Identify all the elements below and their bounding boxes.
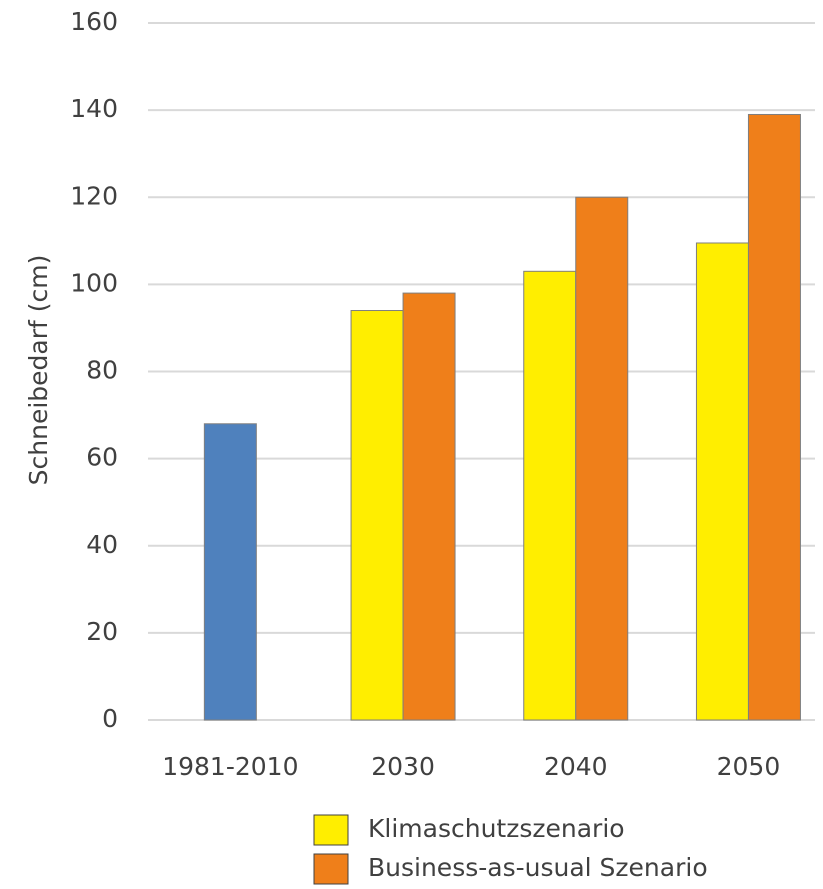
x-tick-label: 2040 [544,752,608,781]
y-tick-label: 100 [70,268,118,297]
y-tick-label: 20 [86,617,118,646]
y-tick-label: 40 [86,530,118,559]
x-tick-label: 2030 [371,752,435,781]
y-tick-label: 60 [86,443,118,472]
bar [575,196,629,721]
y-axis-title: Schneibedarf (cm) [24,255,53,486]
legend-swatch [313,853,349,885]
bar [203,423,257,721]
bar [523,270,577,721]
x-tick-label: 2050 [717,752,781,781]
y-tick-label: 160 [70,7,118,36]
y-tick-label: 120 [70,181,118,210]
y-tick-label: 80 [86,356,118,385]
legend-label: Klimaschutzszenario [368,814,625,843]
bar [695,242,749,721]
bar [402,292,456,721]
legend-swatch [313,814,349,846]
bar [350,310,404,721]
legend-label: Business-as-usual Szenario [368,853,708,882]
x-tick-label: 1981-2010 [162,752,298,781]
bar [747,113,801,721]
y-tick-label: 140 [70,94,118,123]
y-tick-label: 0 [102,704,118,733]
